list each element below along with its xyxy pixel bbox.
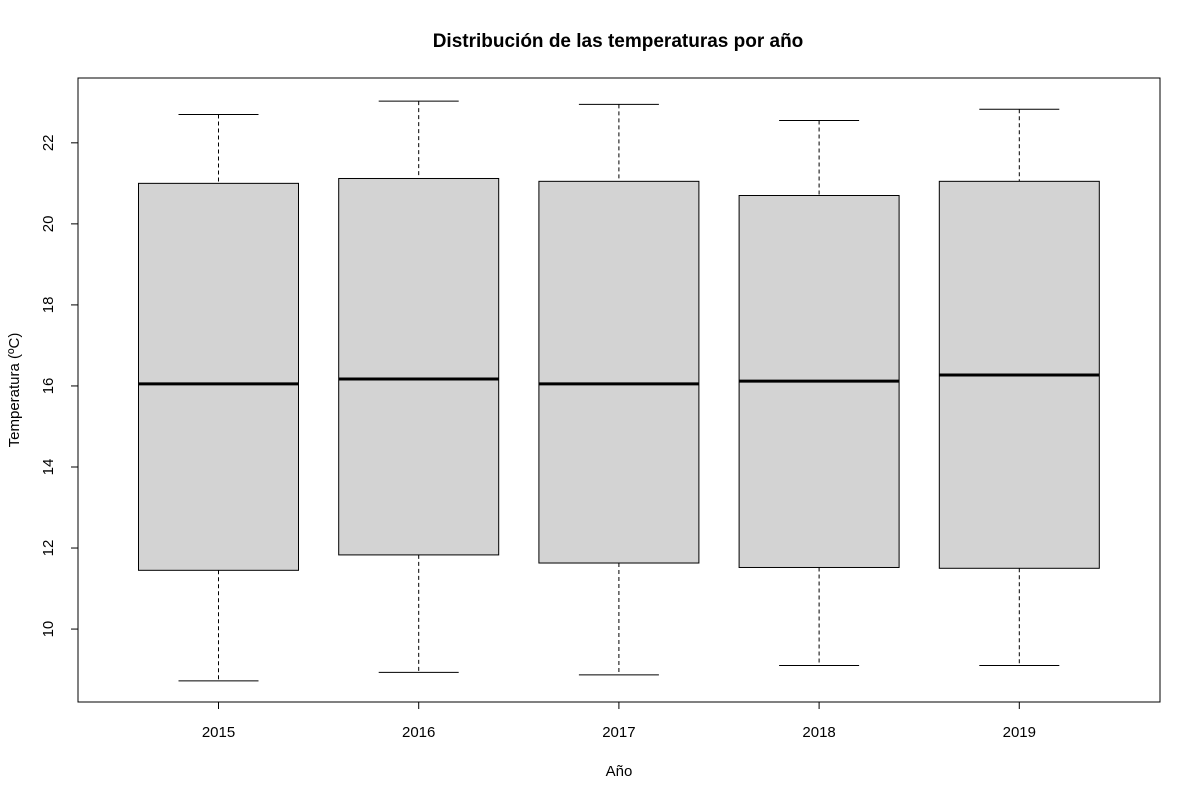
chart-title: Distribución de las temperaturas por año	[433, 31, 804, 52]
box-2018	[738, 120, 900, 667]
x-axis-label: Año	[606, 763, 633, 780]
box-series	[138, 100, 1100, 682]
iqr-box	[138, 182, 299, 571]
x-tick-label: 2015	[202, 724, 235, 741]
y-tick-label: 22	[40, 134, 57, 151]
x-tick-label: 2019	[1003, 724, 1036, 741]
box-2015	[138, 113, 299, 682]
box-2016	[338, 100, 500, 673]
iqr-box	[538, 180, 700, 564]
y-axis: 10 12 14 16 18 20 22	[40, 134, 79, 638]
y-tick-label: 18	[40, 297, 57, 314]
y-tick-label: 12	[40, 540, 57, 557]
y-tick-label: 14	[40, 459, 57, 476]
x-tick-label: 2018	[802, 724, 835, 741]
y-axis-label: Temperatura (ºC)	[6, 333, 23, 448]
x-axis: 2015 2016 2017 2018 2019	[202, 701, 1036, 741]
box-2019	[938, 108, 1100, 667]
y-tick-label: 20	[40, 216, 57, 233]
iqr-box	[338, 177, 500, 556]
box-2017	[538, 103, 700, 676]
x-tick-label: 2017	[602, 724, 635, 741]
y-tick-label: 10	[40, 621, 57, 638]
x-tick-label: 2016	[402, 724, 435, 741]
y-tick-label: 16	[40, 378, 57, 395]
